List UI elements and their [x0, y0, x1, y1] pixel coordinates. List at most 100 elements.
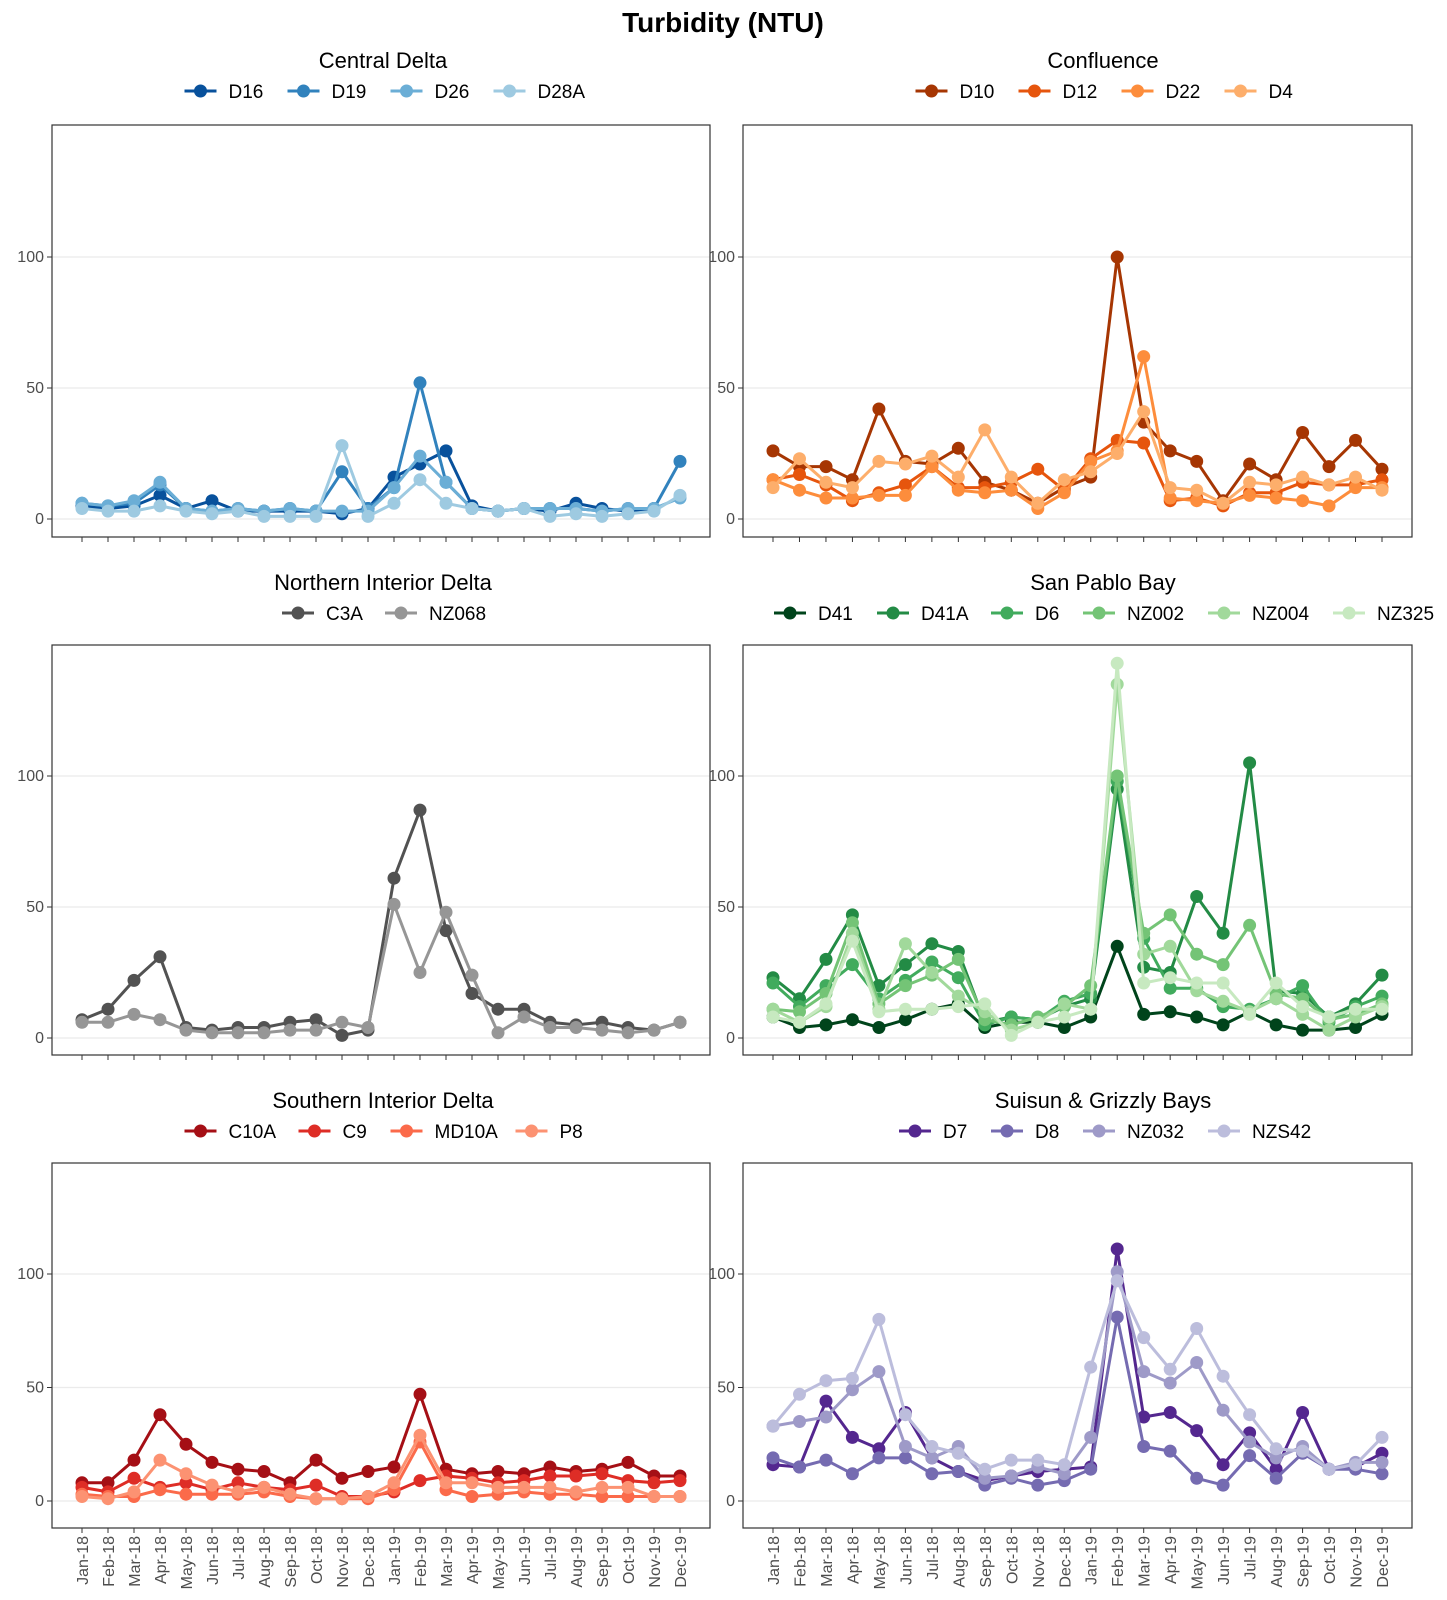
- data-point: [127, 973, 141, 987]
- legend-label: MD10A: [435, 1122, 499, 1143]
- data-point: [1084, 1430, 1098, 1444]
- data-point: [283, 1487, 297, 1501]
- y-tick-label: 100: [17, 1266, 44, 1283]
- series-line: [81, 1433, 680, 1501]
- x-tick-label: Oct-19: [621, 1536, 638, 1584]
- data-point: [898, 1002, 912, 1016]
- data-point: [1084, 1360, 1098, 1374]
- data-point: [621, 507, 635, 521]
- data-point: [1163, 971, 1177, 985]
- series-line: [81, 808, 681, 1037]
- y-tick-label: 100: [708, 249, 735, 266]
- series-c9: [75, 1467, 687, 1503]
- data-point: [647, 1023, 661, 1037]
- data-point: [153, 488, 167, 502]
- data-point: [595, 509, 609, 523]
- legend-item-d16: D16: [184, 82, 263, 103]
- data-point: [1322, 460, 1336, 474]
- data-point: [491, 1002, 505, 1016]
- data-point: [413, 449, 427, 463]
- data-point: [1322, 1462, 1336, 1476]
- data-point: [1296, 979, 1310, 993]
- legend-item-d22: D22: [1121, 82, 1200, 103]
- legend-label: D26: [435, 82, 470, 103]
- data-point: [621, 1455, 635, 1469]
- data-point: [898, 1408, 912, 1422]
- legend-item-d41a: D41A: [877, 604, 969, 625]
- data-point: [153, 475, 167, 489]
- data-point: [1057, 1458, 1071, 1472]
- data-point: [1110, 1274, 1124, 1288]
- data-point: [1031, 462, 1045, 476]
- data-point: [231, 1462, 245, 1476]
- x-tick-label: Nov-18: [335, 1536, 352, 1588]
- data-point: [1190, 483, 1204, 497]
- x-tick-label: Feb-18: [792, 1536, 809, 1587]
- data-point: [673, 1015, 687, 1029]
- panel-border: [51, 644, 711, 1056]
- data-point: [101, 504, 115, 518]
- data-point: [898, 478, 912, 492]
- x-tick-label: Aug-19: [569, 1536, 586, 1588]
- y-tick-label: 50: [717, 1380, 735, 1397]
- data-point: [925, 1451, 939, 1465]
- y-tick-label: 0: [35, 1493, 44, 1510]
- x-tick-label: Jul-18: [925, 1536, 942, 1580]
- legend-item-c9: C9: [298, 1122, 367, 1143]
- data-point: [1375, 1430, 1389, 1444]
- data-point: [766, 1419, 780, 1433]
- data-point: [439, 475, 453, 489]
- data-point: [925, 1002, 939, 1016]
- series-nz068: [75, 897, 687, 1040]
- x-tick-label: Oct-19: [1322, 1536, 1339, 1584]
- data-point: [1110, 250, 1124, 264]
- data-point: [1375, 1446, 1389, 1460]
- data-point: [439, 496, 453, 510]
- panel-san-pablo-bay: San Pablo Bay D41 D41A D6 NZ002 NZ004 NZ325 0 50…: [708, 570, 1434, 1060]
- panel-suisun-grizzly-bays: Suisun & Grizzly Bays D7 D8 NZ032 NZS42 0 50 10…: [708, 1088, 1413, 1589]
- series-line: [772, 774, 1383, 1027]
- data-point: [793, 1387, 806, 1401]
- legend-item-d7: D7: [899, 1122, 967, 1143]
- legend-item-d28a: D28A: [493, 82, 585, 103]
- legend-item-p8: P8: [515, 1122, 583, 1143]
- x-tick-label: Sep-19: [595, 1536, 612, 1588]
- data-point: [1243, 1007, 1257, 1021]
- data-point: [1163, 1362, 1177, 1376]
- data-point: [569, 1485, 583, 1499]
- data-point: [1296, 470, 1310, 484]
- data-point: [872, 979, 886, 993]
- data-point: [621, 1480, 635, 1494]
- series-line: [772, 255, 1384, 505]
- data-point: [1243, 1435, 1257, 1449]
- data-point: [127, 504, 141, 518]
- data-point: [1190, 947, 1204, 961]
- data-point: [1190, 1356, 1204, 1369]
- legend-swatch-point: [297, 84, 310, 98]
- data-point: [925, 1440, 939, 1453]
- data-point: [1057, 997, 1071, 1011]
- data-point: [819, 997, 833, 1011]
- data-point: [335, 1492, 349, 1506]
- x-tick-label: Aug-19: [1269, 1536, 1286, 1588]
- series-line: [771, 410, 1383, 505]
- y-tick-label: 0: [35, 511, 44, 528]
- x-tick-label: Dec-18: [1057, 1536, 1074, 1588]
- data-point: [898, 937, 912, 951]
- data-point: [127, 1485, 141, 1499]
- data-point: [898, 958, 912, 972]
- x-tick-label: Mar-19: [439, 1536, 456, 1587]
- legend-item-nzs42: NZS42: [1208, 1122, 1311, 1143]
- data-point: [647, 504, 661, 518]
- data-point: [335, 1015, 349, 1029]
- data-point: [179, 1487, 193, 1501]
- legend-item-d19: D19: [287, 82, 366, 103]
- x-tick-label: Mar-19: [1137, 1536, 1154, 1587]
- data-point: [1084, 465, 1098, 479]
- data-point: [569, 1021, 583, 1034]
- series-d4: [766, 405, 1389, 510]
- data-point: [951, 470, 965, 484]
- data-point: [673, 1474, 687, 1488]
- data-point: [872, 402, 886, 416]
- data-point: [819, 460, 833, 474]
